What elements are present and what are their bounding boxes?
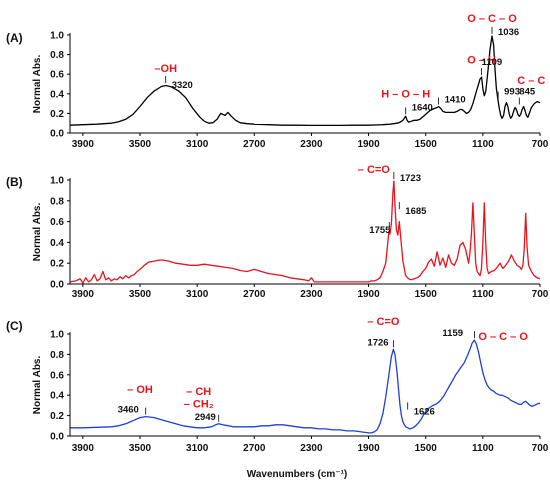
peak-label: 3320: [172, 80, 193, 91]
y-tick-label: 0.4: [50, 391, 64, 402]
x-tick-label: 2700: [243, 443, 266, 454]
peak-label: 2949: [195, 412, 216, 423]
x-tick-label: 1500: [415, 139, 438, 150]
peak-label: 1726: [367, 337, 388, 348]
spectrum-line: [69, 35, 541, 127]
x-tick-label: 3100: [186, 443, 209, 454]
x-tick-label: 1900: [357, 443, 380, 454]
y-tick-label: 0.8: [50, 196, 64, 207]
band-assignment-label: H – O – H: [381, 89, 430, 101]
y-tick-label: 0.2: [50, 411, 64, 422]
band-assignment-label: –OH: [154, 63, 177, 75]
peak-label: 1685: [405, 206, 427, 217]
y-tick-label: 1.0: [50, 31, 64, 42]
y-tick-label: 0.6: [50, 217, 64, 228]
y-tick-label: 0.6: [50, 370, 64, 381]
x-tick-label: 1500: [415, 289, 438, 300]
x-axis-title: Wavenumbers (cm⁻¹): [247, 469, 347, 480]
y-axis-title: Normal Abs.: [32, 55, 43, 114]
x-tick-label: 1500: [415, 443, 438, 454]
x-tick-label: 2700: [243, 139, 266, 150]
x-tick-label: 3100: [186, 139, 209, 150]
y-tick-label: 0.0: [50, 129, 64, 140]
panel-label: (C): [6, 319, 23, 333]
y-tick-label: 1.0: [50, 330, 64, 341]
panel-label: (A): [6, 31, 23, 45]
panel-b: (B) Normal Abs. 0.0 0.2 0.4 0.6 0.8 1.0 3900 3500…: [6, 164, 549, 300]
band-assignment-label: C – C: [517, 75, 545, 87]
x-tick-label: 700: [532, 443, 549, 454]
peak-label: 1109: [482, 57, 503, 68]
y-tick-label: 0.8: [50, 50, 64, 61]
x-tick-label: 2300: [300, 289, 323, 300]
panel-a: (A) Normal Abs. 0.0 0.2 0.4 0.6 0.8 1.0 3900 3500…: [6, 13, 549, 150]
y-tick-label: 0.0: [50, 280, 64, 291]
y-tick-label: 0.2: [50, 259, 64, 270]
spectrum-line: [70, 339, 540, 434]
y-axis-title: Normal Abs.: [32, 356, 43, 415]
peak-label: 1723: [400, 173, 421, 184]
x-tick-label: 2300: [300, 139, 323, 150]
panel-label: (B): [6, 175, 23, 189]
y-tick-label: 0.8: [50, 350, 64, 361]
band-assignment-label: O – C – O: [478, 331, 528, 343]
spectrum-line: [69, 180, 541, 284]
peak-label: 993: [504, 87, 520, 98]
x-tick-label: 2700: [243, 289, 266, 300]
y-tick-label: 0.4: [50, 238, 64, 249]
peak-label: 845: [519, 87, 536, 98]
peak-label: 1410: [445, 95, 466, 106]
peak-label: 1626: [414, 407, 435, 418]
x-tick-label: 3900: [72, 139, 95, 150]
x-tick-label: 3500: [129, 139, 152, 150]
peak-label: 1036: [498, 27, 519, 38]
x-tick-label: 1100: [472, 139, 494, 150]
peak-label: 1755: [369, 225, 391, 236]
y-tick-label: 0.4: [50, 89, 64, 100]
x-tick-label: 700: [532, 289, 549, 300]
x-tick-label: 1900: [357, 139, 380, 150]
band-assignment-label: – C=O: [358, 164, 391, 176]
x-tick-label: 3500: [129, 443, 152, 454]
peak-label: 3460: [118, 405, 139, 416]
x-tick-label: 1900: [357, 289, 380, 300]
x-tick-label: 3900: [72, 289, 95, 300]
y-tick-label: 0.6: [50, 70, 64, 81]
x-tick-label: 3900: [72, 443, 95, 454]
x-tick-label: 1100: [472, 289, 494, 300]
peak-label: 1640: [412, 102, 433, 113]
y-axis-title: Normal Abs.: [32, 203, 43, 262]
band-assignment-label: – OH: [127, 384, 153, 396]
band-assignment-label: – C=O: [367, 316, 400, 328]
y-tick-label: 1.0: [50, 176, 64, 187]
x-tick-label: 2300: [300, 443, 323, 454]
band-assignment-label: O – C – O: [467, 13, 517, 25]
y-tick-label: 0.0: [50, 432, 64, 443]
peak-label: 1159: [442, 328, 463, 339]
band-assignment-label: – CH₂: [184, 398, 214, 410]
x-tick-label: 3500: [129, 289, 152, 300]
x-tick-label: 700: [532, 139, 549, 150]
x-tick-label: 3100: [186, 289, 209, 300]
band-assignment-label: – CH: [186, 386, 211, 398]
band-assignment-label: O – H: [467, 54, 496, 66]
panel-c: (C) Normal Abs. 0.0 0.2 0.4 0.6 0.8 1.0 3900 3500…: [6, 316, 549, 454]
y-tick-label: 0.2: [50, 109, 64, 120]
x-tick-label: 1100: [472, 443, 494, 454]
